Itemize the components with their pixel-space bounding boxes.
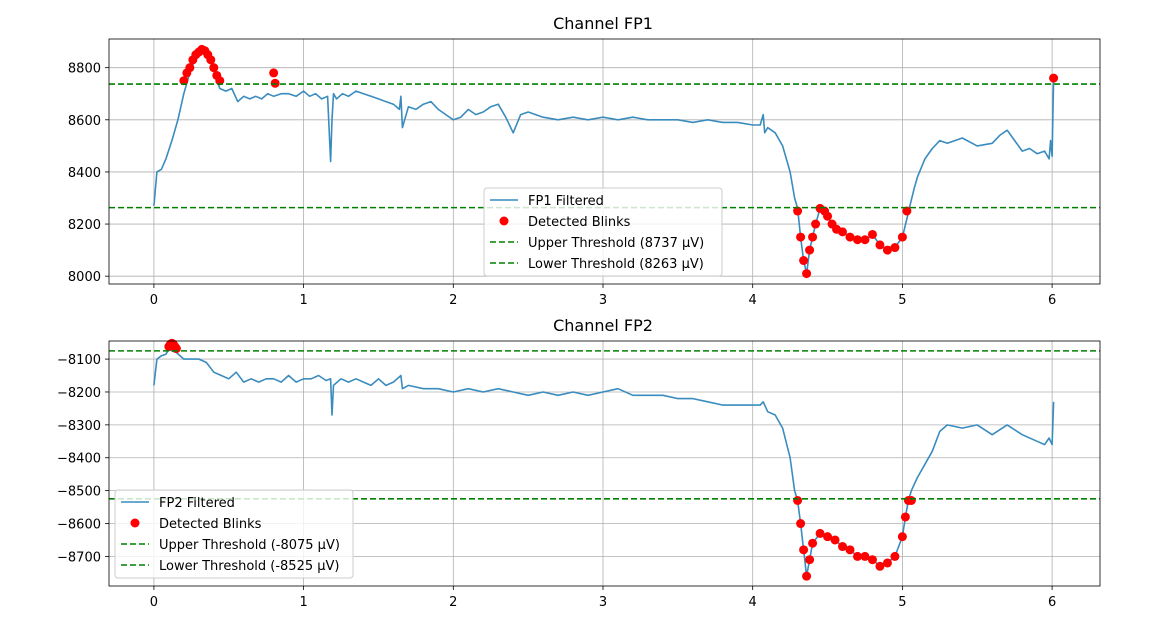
y-tick-label: −8700 (57, 550, 101, 565)
blink-point (808, 232, 818, 242)
blink-point (875, 561, 885, 571)
legend-box (114, 489, 354, 579)
legend-swatch-marker (499, 216, 509, 226)
blink-point (906, 495, 916, 505)
y-tick-label: −8200 (57, 386, 101, 401)
blink-point (823, 532, 833, 542)
blink-point (860, 235, 870, 245)
x-tick-label: 1 (299, 595, 307, 610)
blink-point (171, 344, 181, 354)
blink-point (215, 76, 225, 86)
blink-point (805, 245, 815, 255)
x-tick-label: 2 (449, 595, 457, 610)
blink-point (796, 232, 806, 242)
x-tick-label: 3 (599, 293, 607, 308)
chart-panel-fp2: Channel FP2 0 1 2 3 4 5 6 −8100 −8200 −8300 −8400 −… (57, 316, 1101, 610)
x-tick-label: 2 (449, 293, 457, 308)
blink-point (838, 542, 848, 552)
legend-box (483, 187, 723, 277)
legend-label: Lower Threshold (-8525 µV) (159, 559, 340, 574)
blink-point (799, 256, 809, 266)
blink-point (875, 240, 885, 250)
legend-label: Detected Blinks (528, 215, 631, 230)
blink-point (793, 495, 803, 505)
blink-point (867, 229, 877, 239)
blink-point (860, 551, 870, 561)
x-tick-label: 6 (1048, 293, 1056, 308)
blink-point (882, 245, 892, 255)
legend-label: Lower Threshold (8263 µV) (528, 257, 704, 272)
legend-label: Upper Threshold (8737 µV) (528, 236, 704, 251)
blink-point (900, 512, 910, 522)
blink-point (1049, 73, 1059, 83)
blink-point (206, 55, 216, 65)
y-tick-label: −8300 (57, 419, 101, 434)
x-tick-label: 1 (299, 293, 307, 308)
blink-point (805, 555, 815, 565)
blink-point (830, 535, 840, 545)
legend-swatch-marker (130, 518, 140, 528)
blink-point (815, 528, 825, 538)
blink-point (793, 206, 803, 216)
blink-point (269, 68, 279, 78)
blink-point (867, 555, 877, 565)
legend-label: Detected Blinks (159, 517, 262, 532)
y-tick-label: −8400 (57, 452, 101, 467)
blink-point (890, 551, 900, 561)
blink-point (808, 538, 818, 548)
x-tick-label: 0 (150, 595, 158, 610)
blink-point (185, 63, 195, 73)
y-tick-label: 8000 (68, 270, 101, 285)
x-tick-label: 4 (749, 595, 757, 610)
blink-point (897, 232, 907, 242)
blink-point (852, 235, 862, 245)
y-tick-label: −8500 (57, 485, 101, 500)
blink-point (897, 532, 907, 542)
blink-point (179, 76, 189, 86)
chart-title: Channel FP2 (553, 316, 653, 335)
blink-point (209, 63, 219, 73)
series-line-filtered (153, 348, 1055, 577)
blink-point (845, 545, 855, 555)
x-tick-label: 5 (898, 595, 906, 610)
blink-point (902, 206, 912, 216)
blink-point (802, 269, 812, 279)
y-tick-label: 8200 (68, 218, 101, 233)
y-tick-label: 8800 (68, 62, 101, 77)
y-tick-label: 8600 (68, 114, 101, 129)
legend: FP2 Filtered Detected Blinks Upper Thresho… (114, 489, 354, 579)
blink-point (890, 243, 900, 253)
plot-frame (108, 38, 1101, 285)
x-tick-label: 0 (150, 293, 158, 308)
blink-point (845, 232, 855, 242)
blink-point (802, 571, 812, 581)
blink-point (852, 551, 862, 561)
chart-panel-fp1: Channel FP1 0 1 2 3 4 5 6 8000 8200 8400 8600 8800 F… (68, 14, 1101, 308)
plot-frame (108, 340, 1101, 587)
blink-point (799, 545, 809, 555)
x-tick-label: 6 (1048, 595, 1056, 610)
legend-label: Upper Threshold (-8075 µV) (159, 538, 340, 553)
y-tick-label: 8400 (68, 166, 101, 181)
blink-point (796, 519, 806, 529)
x-tick-label: 3 (599, 595, 607, 610)
legend-label: FP1 Filtered (528, 194, 604, 209)
blink-point (882, 558, 892, 568)
blink-point (838, 227, 848, 237)
chart-title: Channel FP1 (553, 14, 653, 33)
y-tick-label: −8600 (57, 518, 101, 533)
x-tick-label: 5 (898, 293, 906, 308)
legend: FP1 Filtered Detected Blinks Upper Thresho… (483, 187, 723, 277)
blink-point (823, 211, 833, 221)
blink-point (811, 219, 821, 229)
legend-label: FP2 Filtered (159, 496, 235, 511)
x-tick-label: 4 (749, 293, 757, 308)
y-tick-label: −8100 (57, 353, 101, 368)
series-line-filtered (153, 48, 1055, 275)
